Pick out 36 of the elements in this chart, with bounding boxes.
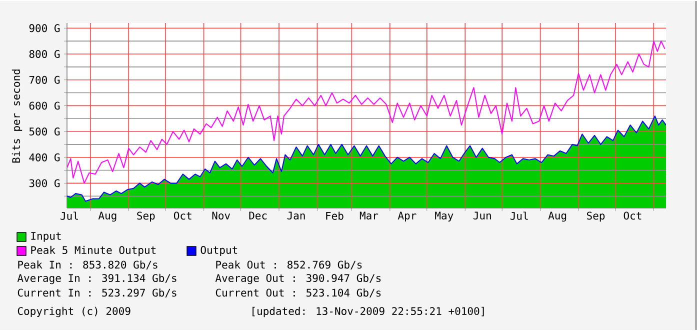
line-series [67, 40, 666, 184]
y-tick-label: 500 G [29, 128, 60, 136]
legend-label: Peak 5 Minute Output [31, 246, 156, 256]
text: Copyright (c) 2009 [18, 306, 130, 318]
x-tick-label: Apr [398, 212, 416, 222]
y-tick-label: 400 G [29, 153, 60, 162]
x-tick-label: Sep [137, 212, 155, 222]
x-tick-label: Aug [548, 212, 566, 222]
text: Average In : 391.134 Gb/s [17, 274, 176, 284]
y-tick-label: 300 G [29, 179, 60, 188]
x-tick-label: Dec [249, 212, 267, 220]
x-tick-label: Nov [212, 212, 230, 220]
legend-label: Output [200, 246, 238, 256]
y-tick-label: 900 G [29, 24, 60, 32]
y-axis-title: Bits per second [12, 70, 22, 163]
x-tick-label: Oct [624, 212, 642, 220]
x-tick-label: Jun [473, 212, 491, 220]
text: Current In : 523.297 Gb/s [18, 288, 176, 298]
y-tick-label: 700 G [29, 76, 60, 84]
y-tick-label: 600 G [29, 102, 60, 110]
x-tick-label: May [435, 212, 454, 222]
x-tick-label: Oct [174, 212, 192, 220]
text: Peak In : 853.820 Gb/s [18, 260, 158, 270]
y-tick-label: 800 G [29, 50, 60, 58]
text: Peak Out : 852.769 Gb/s [216, 260, 362, 270]
x-tick-label: Mar [360, 212, 378, 220]
x-tick-label: Sep [587, 212, 605, 222]
x-tick-label: Jul [510, 212, 528, 220]
x-tick-label: Feb [326, 212, 344, 220]
text: Average Out : 390.947 Gb/s [215, 274, 381, 284]
text: Current Out : 523.104 Gb/s [216, 288, 381, 298]
x-tick-label: Aug [98, 212, 116, 222]
x-tick-label: Jul [60, 212, 78, 220]
text: [updated: 13-Nov-2009 22:55:21 +0100] [252, 306, 484, 318]
legend-label: Input [31, 232, 61, 242]
x-tick-label: Jan [287, 212, 305, 220]
